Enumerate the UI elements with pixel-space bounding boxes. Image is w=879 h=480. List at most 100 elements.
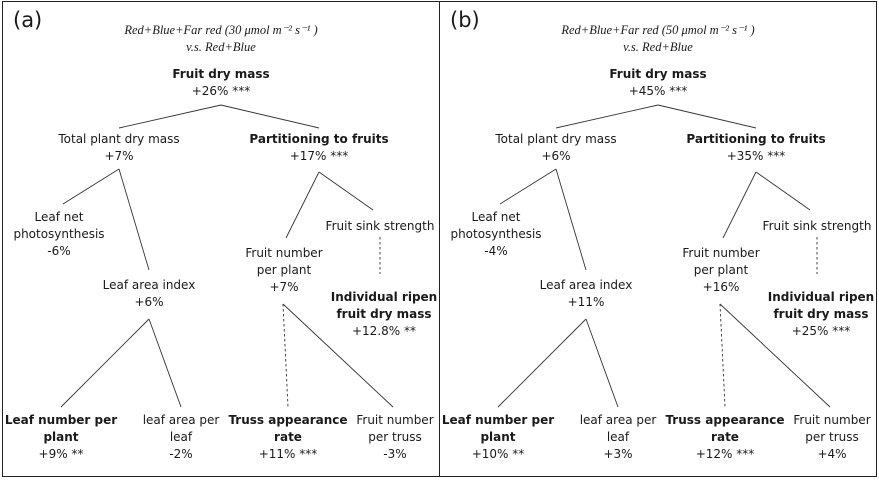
- node-fruit-dry-mass: Fruit dry mass +45% ***: [609, 66, 706, 100]
- node-value: +10% **: [471, 447, 525, 461]
- node-title-line1: leaf area per: [579, 413, 657, 427]
- node-value: +4%: [817, 447, 847, 461]
- node-title: Leaf area index: [102, 278, 196, 292]
- node-leaf-area-index: Leaf area index +11%: [540, 277, 633, 311]
- node-title-line1: Leaf number per: [441, 413, 555, 427]
- panel-a: (a) Red+Blue+Far red (30 μmol m⁻² s⁻¹ ) …: [2, 1, 440, 477]
- comparison-header: v.s. Red+Blue: [623, 40, 693, 54]
- panel-letter: (a): [13, 8, 43, 32]
- node-title: Partitioning to fruits: [686, 132, 826, 146]
- node-truss-appearance-rate: Truss appearance rate +12% ***: [665, 412, 784, 463]
- edge-fruit-to-total: [118, 104, 222, 129]
- node-leaf-area-index: Leaf area index +6%: [103, 277, 196, 311]
- node-value: -6%: [47, 244, 71, 258]
- node-title-line1: leaf area per: [142, 413, 220, 427]
- node-title-line2: rate: [711, 430, 739, 444]
- edge-lai-to-leafarea: [585, 318, 619, 408]
- node-fruit-number-per-truss: Fruit number per truss +4%: [793, 412, 870, 463]
- edge-fruit-to-partition: [220, 104, 320, 129]
- node-title-line1: Individual ripen: [330, 290, 438, 304]
- node-leaf-area-per-leaf: leaf area per leaf -2%: [143, 412, 220, 463]
- node-fruit-number-per-plant: Fruit number per plant +7%: [245, 245, 322, 296]
- edge-fruitnum-to-pertruss: [282, 303, 394, 408]
- node-value: +16%: [702, 280, 740, 294]
- panel-letter: (b): [450, 8, 480, 32]
- connector-lines: [497, 104, 831, 408]
- node-value: -4%: [484, 244, 508, 258]
- node-value: -3%: [383, 447, 407, 461]
- node-value: +7%: [104, 149, 134, 163]
- node-value: +35% ***: [726, 149, 786, 163]
- comparison-header: v.s. Red+Blue: [186, 40, 256, 54]
- node-title-line2: plant: [43, 430, 79, 444]
- node-value: +6%: [541, 149, 571, 163]
- node-leaf-number-per-plant: Leaf number per plant +9% **: [5, 412, 117, 463]
- node-title-line2: per truss: [368, 430, 422, 444]
- node-leaf-number-per-plant: Leaf number per plant +10% **: [442, 412, 554, 463]
- node-fruit-sink-strength: Fruit sink strength: [763, 218, 872, 235]
- node-title: Total plant dry mass: [58, 132, 180, 146]
- node-title-line2: per plant: [693, 263, 749, 277]
- node-title-line2: leaf: [606, 430, 630, 444]
- node-title-line1: Fruit number: [245, 246, 323, 260]
- node-value: +7%: [269, 280, 299, 294]
- node-title: Fruit sink strength: [762, 219, 872, 233]
- node-individual-ripen-fruit-dry-mass: Individual ripen fruit dry mass +12.8% *…: [331, 289, 437, 340]
- node-value: +25% ***: [791, 324, 851, 338]
- node-title-line1: Fruit number: [793, 413, 871, 427]
- node-value: +26% ***: [191, 84, 251, 98]
- node-title-line2: fruit dry mass: [773, 307, 869, 321]
- node-title-line1: Truss appearance: [228, 413, 348, 427]
- node-partitioning-to-fruits: Partitioning to fruits +17% ***: [249, 131, 388, 165]
- edge-fruit-to-partition: [657, 104, 757, 129]
- node-value: +3%: [603, 447, 633, 461]
- node-fruit-number-per-plant: Fruit number per plant +16%: [682, 245, 759, 296]
- node-leaf-net-photosynthesis: Leaf net photosynthesis -6%: [13, 209, 104, 260]
- node-title-line2: leaf: [169, 430, 193, 444]
- edge-partition-to-fruitnum: [285, 171, 320, 239]
- edge-partition-to-fruitnum: [722, 171, 757, 239]
- node-value: +6%: [134, 295, 164, 309]
- edge-lai-to-leafnum: [497, 318, 587, 408]
- node-title: Leaf area index: [539, 278, 633, 292]
- node-title-line2: plant: [480, 430, 516, 444]
- node-total-plant-dry-mass: Total plant dry mass +7%: [58, 131, 179, 165]
- edge-fruit-to-total: [555, 104, 659, 129]
- edge-total-to-lai: [118, 168, 150, 271]
- node-title-line1: Fruit number: [682, 246, 760, 260]
- node-title: Fruit sink strength: [325, 219, 435, 233]
- node-title-line1: Truss appearance: [665, 413, 785, 427]
- node-value: +11% ***: [258, 447, 318, 461]
- node-total-plant-dry-mass: Total plant dry mass +6%: [495, 131, 616, 165]
- edge-fruitnum-to-pertruss: [719, 303, 831, 408]
- node-individual-ripen-fruit-dry-mass: Individual ripen fruit dry mass +25% ***: [768, 289, 874, 340]
- node-fruit-number-per-truss: Fruit number per truss -3%: [356, 412, 433, 463]
- node-fruit-sink-strength: Fruit sink strength: [326, 218, 435, 235]
- node-leaf-area-per-leaf: leaf area per leaf +3%: [580, 412, 657, 463]
- edge-lai-to-leafarea: [148, 318, 182, 408]
- edge-total-to-lai: [555, 168, 587, 271]
- node-title-line1: Fruit number: [356, 413, 434, 427]
- edge-lai-to-leafnum: [60, 318, 150, 408]
- panel-b: (b) Red+Blue+Far red (50 μmol m⁻² s⁻¹ ) …: [439, 1, 877, 477]
- treatment-header: Red+Blue+Far red (30 μmol m⁻² s⁻¹ ): [124, 23, 318, 37]
- node-title-line2: per plant: [256, 263, 312, 277]
- node-title: Fruit dry mass: [609, 67, 707, 81]
- node-value: +9% **: [38, 447, 84, 461]
- edge-partition-to-sink: [755, 171, 811, 211]
- node-title-line2: fruit dry mass: [336, 307, 432, 321]
- node-fruit-dry-mass: Fruit dry mass +26% ***: [172, 66, 269, 100]
- node-title-line2: rate: [274, 430, 302, 444]
- node-value: +12.8% **: [351, 324, 416, 338]
- node-value: +45% ***: [628, 84, 688, 98]
- edge-fruitnum-to-truss: [719, 303, 726, 408]
- node-title-line2: photosynthesis: [450, 227, 542, 241]
- node-value: +11%: [567, 295, 605, 309]
- treatment-header: Red+Blue+Far red (50 μmol m⁻² s⁻¹ ): [561, 23, 755, 37]
- edge-fruitnum-to-truss: [282, 303, 289, 408]
- edge-partition-to-sink: [318, 171, 374, 211]
- node-title-line1: Leaf net: [34, 210, 84, 224]
- node-title: Total plant dry mass: [495, 132, 617, 146]
- node-title-line1: Individual ripen: [767, 290, 875, 304]
- node-truss-appearance-rate: Truss appearance rate +11% ***: [228, 412, 347, 463]
